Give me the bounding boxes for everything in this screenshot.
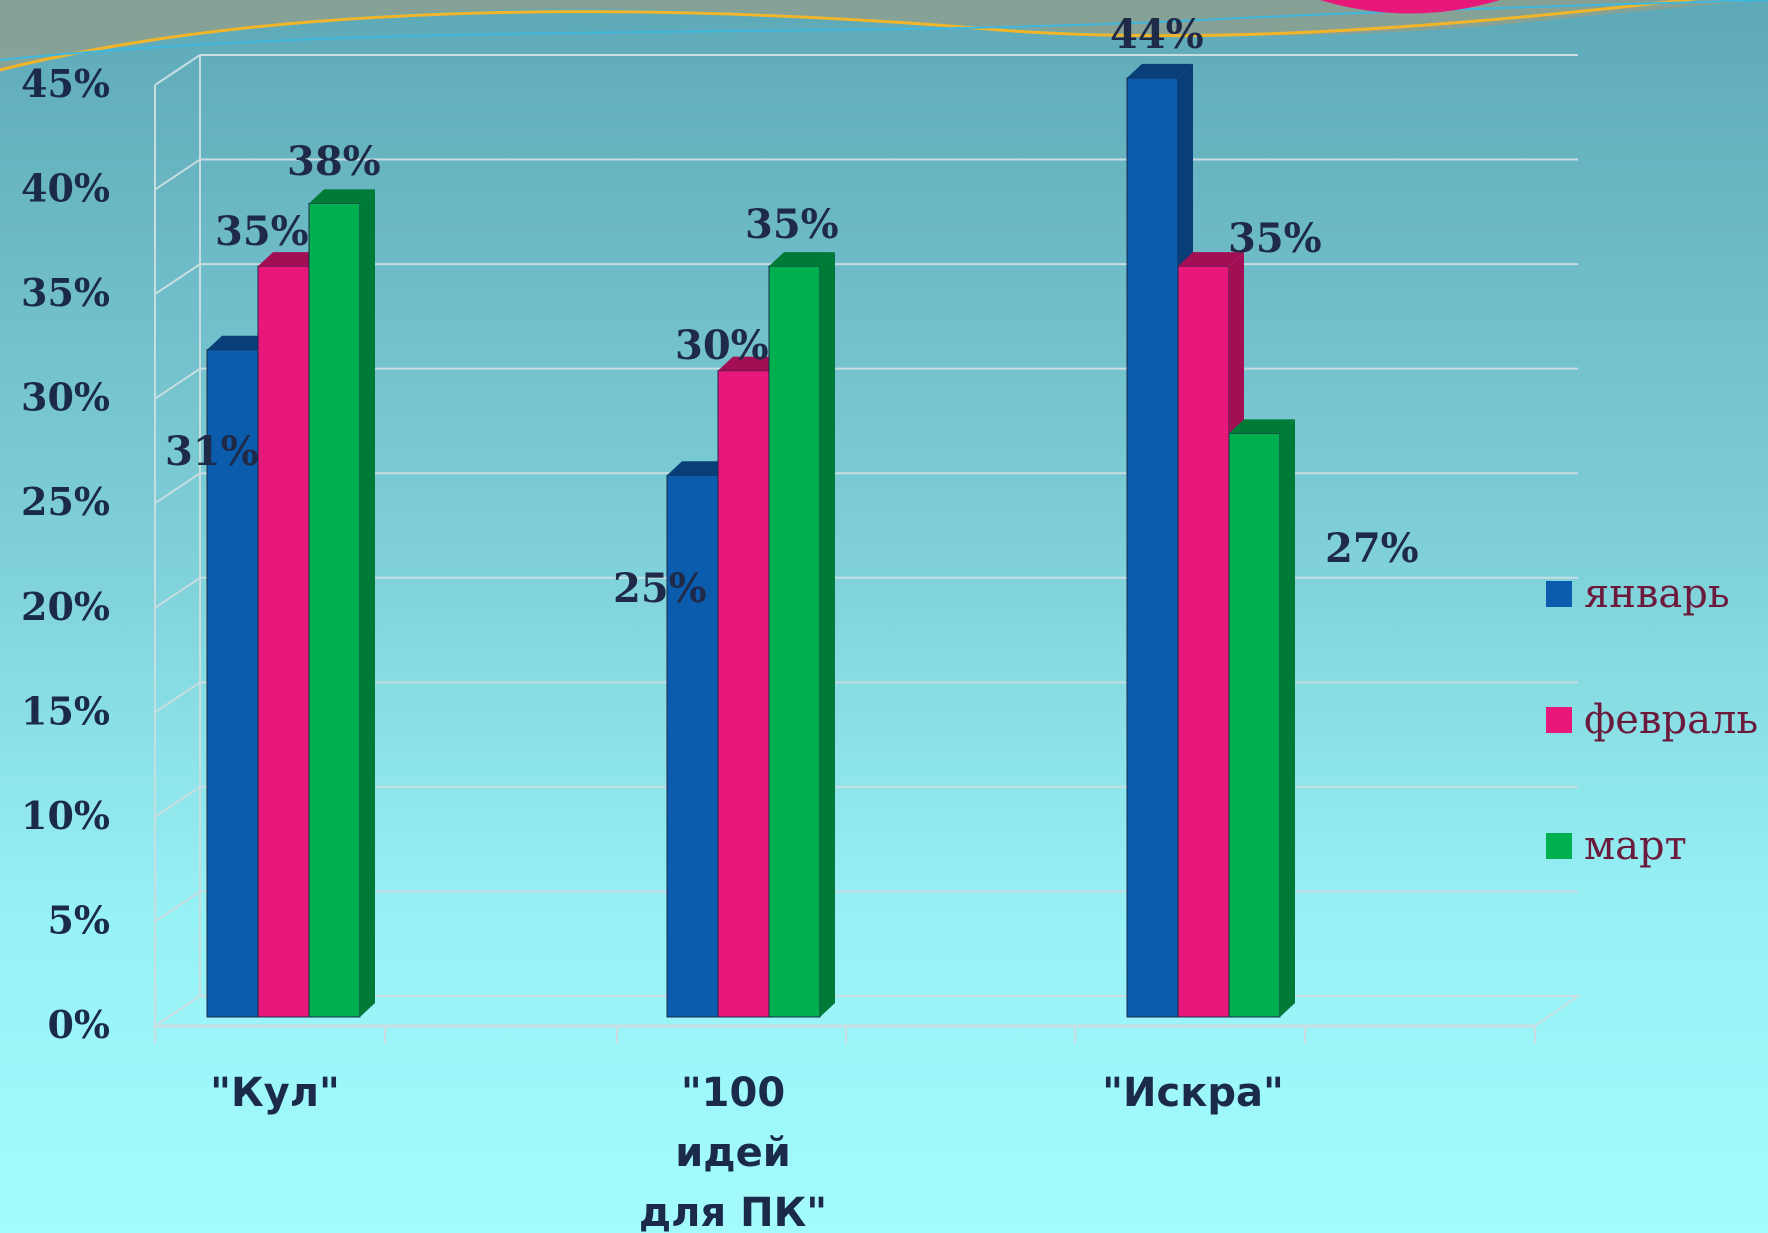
category-label: "100	[681, 1070, 785, 1116]
gridlines	[154, 54, 1578, 1027]
bar	[666, 474, 719, 1018]
y-tick-label: 15%	[21, 688, 110, 733]
gridline-side	[154, 54, 201, 86]
x-axis-categories: "Кул" "100 идей для ПК" "Искра"	[210, 1070, 1284, 1233]
legend-swatch	[1546, 581, 1572, 607]
bar-top	[718, 356, 784, 371]
top-decoration	[0, 0, 1768, 72]
gridline-side	[154, 367, 201, 400]
gridline-side	[154, 786, 201, 818]
bar-side	[360, 189, 375, 1017]
data-label: 25%	[613, 565, 707, 612]
bar	[257, 265, 310, 1018]
gridline-side	[154, 681, 201, 714]
data-label: 35%	[745, 201, 839, 248]
data-label: 31%	[165, 428, 259, 475]
legend-label: март	[1584, 823, 1687, 869]
bars	[206, 63, 1295, 1018]
legend-label: январь	[1584, 571, 1730, 617]
bar-top	[1229, 419, 1295, 434]
legend: январь февраль март	[1546, 571, 1758, 869]
data-label: 35%	[215, 208, 309, 255]
y-axis-ticks: 0% 5% 10% 15% 20% 25% 30% 35% 40% 45%	[21, 61, 110, 1047]
data-labels: 31% 25% 44% 35% 30% 35% 38% 35% 27%	[165, 11, 1419, 612]
legend-label: февраль	[1584, 697, 1758, 743]
bar	[206, 349, 259, 1018]
y-tick-label: 25%	[21, 479, 110, 524]
bar-top	[667, 461, 733, 476]
axes	[151, 55, 1582, 1044]
bar-top	[309, 189, 375, 204]
bar	[1126, 77, 1179, 1018]
bar	[717, 370, 770, 1018]
bar	[308, 202, 361, 1018]
y-tick-label: 5%	[47, 897, 110, 942]
bar-top	[258, 252, 324, 267]
bar	[1177, 265, 1230, 1018]
y-tick-label: 0%	[47, 1002, 110, 1047]
bar-top	[769, 252, 835, 267]
y-tick-label: 45%	[21, 61, 110, 106]
bar-side	[820, 252, 835, 1018]
y-tick-label: 10%	[21, 793, 110, 838]
data-label: 27%	[1325, 525, 1419, 572]
gridline-side	[154, 472, 201, 505]
y-tick-label: 30%	[21, 375, 110, 420]
data-label: 30%	[675, 322, 769, 369]
y-tick-label: 35%	[21, 270, 110, 315]
legend-swatch	[1546, 707, 1572, 733]
category-label: "Искра"	[1102, 1070, 1284, 1116]
bar-top	[1127, 63, 1193, 78]
bar-top	[207, 335, 273, 350]
y-tick-label: 40%	[21, 166, 110, 211]
y-tick-label: 20%	[21, 584, 110, 629]
gridline-side	[154, 576, 201, 609]
legend-swatch	[1546, 833, 1572, 859]
gridline-side	[154, 158, 201, 191]
data-label: 44%	[1110, 11, 1204, 58]
data-label: 38%	[287, 138, 381, 185]
bar	[768, 265, 821, 1018]
data-label: 35%	[1228, 215, 1322, 262]
gridline-side	[154, 890, 201, 923]
bar-side	[1280, 419, 1295, 1017]
category-label: для ПК"	[639, 1190, 827, 1233]
category-label: идей	[675, 1130, 791, 1176]
bar	[1228, 432, 1281, 1018]
gridline-side	[154, 263, 201, 295]
bar-top	[1178, 252, 1244, 267]
category-label: "Кул"	[210, 1070, 340, 1116]
